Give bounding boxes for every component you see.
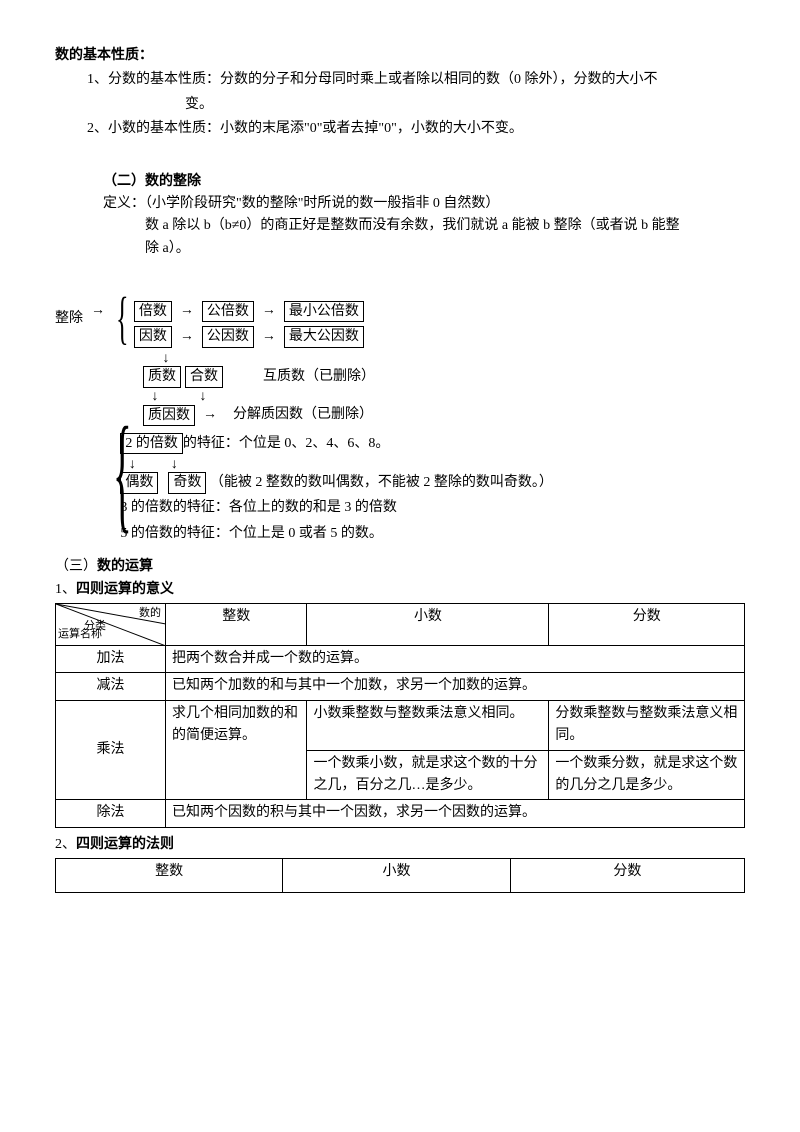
row-div-label: 除法 [56,800,166,827]
node-yinshu: 因数 [134,326,172,348]
node-gongyinshu: 公因数 [202,326,254,348]
row-add-text: 把两个数合并成一个数的运算。 [166,646,745,673]
arrow-down-icon: ↓ [143,390,167,404]
diag-header-bot: 运算名称 [58,626,102,644]
arrow-down-icon: ↓ [162,458,186,472]
oddeven-note: （能被 2 整数的数叫偶数，不能被 2 整除的数叫奇数。） [210,475,553,490]
node-jishu: 奇数 [168,472,206,494]
node-heshu: 合数 [185,366,223,388]
node-fenjie: 分解质因数（已删除） [233,404,373,426]
mul-dec1: 小数乘整数与整数乘法意义相同。 [307,700,549,750]
mul-int: 求几个相同加数的和的简便运算。 [166,700,307,800]
operations-rules-table: 整数 小数 分数 [55,858,745,893]
mul-frac1: 分数乘整数与整数乘法意义相同。 [549,700,745,750]
row-sub-label: 减法 [56,673,166,700]
diagonal-header-cell: 数的 分类 运算名称 [56,604,166,646]
page-title: 数的基本性质： [55,45,745,67]
col-fraction: 分数 [549,604,745,646]
rules-col-frac: 分数 [510,859,744,893]
arrow-icon: → [262,326,276,348]
node-huzhi: 互质数（已删除） [263,366,375,388]
arrow-icon: → [180,326,194,348]
arrow-down-icon: ↓ [143,352,189,366]
prop-1-line2: 变。 [55,94,745,116]
sec3-title: 数的运算 [97,559,153,574]
col-decimal: 小数 [307,604,549,646]
row-sub-text: 已知两个加数的和与其中一个加数，求另一个加数的运算。 [166,673,745,700]
divisibility-diagram: 整除 → { 倍数 → 公倍数 → 最小公倍数 因数 → 公因数 → 最大公因数… [55,300,745,548]
diag-header-top: 数的 [139,605,161,623]
feat5-line: 5 的倍数的特征：个位上是 0 或者 5 的数。 [120,523,553,545]
definition-line1: 定义：（小学阶段研究"数的整除"时所说的数一般指非 0 自然数） [103,193,745,215]
subsection-1: 1、四则运算的意义 [55,579,745,601]
sec3-num: （三） [55,559,97,574]
brace-icon: { [113,429,132,517]
brace-icon: { [116,300,129,334]
diagram-root: 整除 [55,300,83,330]
sub2-num: 2、 [55,837,76,852]
arrow-icon: → [262,300,276,322]
sub1-title: 四则运算的意义 [76,582,174,597]
row-mul-label: 乘法 [56,700,166,800]
arrow-down-icon: ↓ [191,390,215,404]
definition-line2: 数 a 除以 b（b≠0）的商正好是整数而没有余数，我们就说 a 能被 b 整除… [145,215,745,237]
definition-line3: 除 a）。 [145,238,745,260]
node-zuidagys: 最大公因数 [284,326,364,348]
feat2-text: 的特征：个位是 0、2、4、6、8。 [183,436,390,451]
section-3-heading: （三）数的运算 [55,556,745,578]
row-add-label: 加法 [56,646,166,673]
section-2-heading: （二）数的整除 [103,171,745,193]
col-integer: 整数 [166,604,307,646]
operations-meaning-table: 数的 分类 运算名称 整数 小数 分数 加法 把两个数合并成一个数的运算。 减法… [55,603,745,828]
node-zuixiaogbs: 最小公倍数 [284,301,364,323]
node-zhiyinshu: 质因数 [143,405,195,427]
feat3-line: 3 的倍数的特征：各位上的数的和是 3 的倍数 [120,497,553,519]
rules-col-dec: 小数 [283,859,510,893]
rules-col-int: 整数 [56,859,283,893]
mul-dec2: 一个数乘小数，就是求这个数的十分之几，百分之几…是多少。 [307,750,549,800]
node-beishu: 倍数 [134,301,172,323]
node-gongbeishu: 公倍数 [202,301,254,323]
sub1-num: 1、 [55,582,76,597]
sub2-title: 四则运算的法则 [76,837,174,852]
row-div-text: 已知两个因数的积与其中一个因数，求另一个因数的运算。 [166,800,745,827]
arrow-icon: → [203,404,217,426]
arrow-icon: → [180,300,194,322]
prop-2: 2、小数的基本性质：小数的末尾添"0"或者去掉"0"，小数的大小不变。 [87,118,745,140]
arrow-icon: → [91,300,105,322]
node-zhishu: 质数 [143,366,181,388]
mul-frac2: 一个数乘分数，就是求这个数的几分之几是多少。 [549,750,745,800]
subsection-2: 2、四则运算的法则 [55,834,745,856]
prop-1-line1: 1、分数的基本性质：分数的分子和分母同时乘上或者除以相同的数（0 除外），分数的… [87,69,745,91]
